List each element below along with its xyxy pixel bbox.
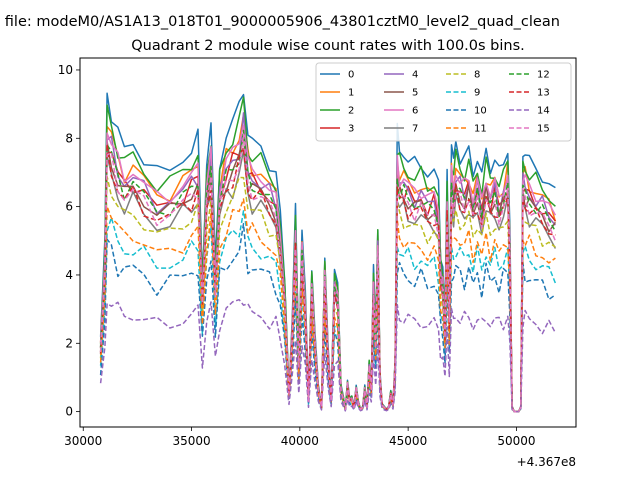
series-layer bbox=[99, 92, 557, 413]
legend-label-11: 11 bbox=[474, 124, 487, 135]
legend-label-1: 1 bbox=[348, 88, 354, 99]
x-tick-label: 30000 bbox=[64, 434, 102, 448]
legend-label-12: 12 bbox=[537, 70, 550, 81]
legend-label-10: 10 bbox=[474, 106, 487, 117]
x-offset-label: +4.367e8 bbox=[517, 455, 576, 469]
x-tick-label: 40000 bbox=[281, 434, 319, 448]
legend-label-4: 4 bbox=[412, 70, 418, 81]
y-tick-label: 6 bbox=[65, 200, 73, 214]
legend-label-8: 8 bbox=[474, 70, 480, 81]
legend-label-0: 0 bbox=[348, 70, 354, 81]
series-line-2 bbox=[99, 96, 556, 413]
legend-label-6: 6 bbox=[412, 106, 418, 117]
series-line-15 bbox=[99, 133, 557, 413]
y-tick-label: 4 bbox=[65, 268, 73, 282]
series-line-14 bbox=[99, 298, 557, 413]
x-tick-label: 35000 bbox=[172, 434, 210, 448]
series-line-9 bbox=[99, 210, 557, 413]
y-tick-label: 10 bbox=[58, 63, 73, 77]
x-tick-label: 45000 bbox=[389, 434, 427, 448]
legend-label-9: 9 bbox=[474, 88, 480, 99]
legend-label-3: 3 bbox=[348, 124, 354, 135]
x-axis: 30000 35000 40000 45000 50000 bbox=[64, 427, 536, 448]
legend-label-2: 2 bbox=[348, 106, 354, 117]
legend-label-15: 15 bbox=[537, 124, 550, 135]
y-tick-label: 8 bbox=[65, 131, 73, 145]
series-line-6 bbox=[99, 124, 557, 413]
x-tick-label: 50000 bbox=[497, 434, 535, 448]
chart-title: Quadrant 2 module wise count rates with … bbox=[131, 38, 525, 54]
legend-label-5: 5 bbox=[412, 88, 418, 99]
y-axis: 0 2 4 6 8 10 bbox=[58, 63, 80, 419]
plot-frame bbox=[79, 57, 577, 428]
legend-label-7: 7 bbox=[412, 124, 418, 135]
legend-label-14: 14 bbox=[537, 106, 550, 117]
y-tick-label: 0 bbox=[65, 405, 73, 419]
series-line-0 bbox=[99, 92, 556, 413]
legend-label-13: 13 bbox=[537, 88, 550, 99]
y-tick-label: 2 bbox=[65, 336, 73, 350]
figure-suptitle: n file: modeM0/AS1A13_018T01_9000005906_… bbox=[0, 14, 560, 30]
legend-frame bbox=[315, 62, 572, 142]
